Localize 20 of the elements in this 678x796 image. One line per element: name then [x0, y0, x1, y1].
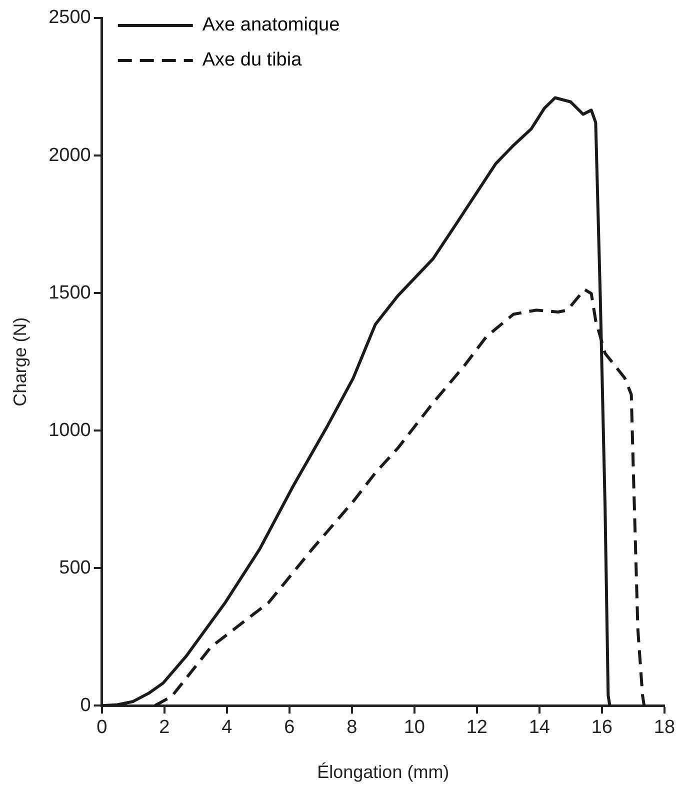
x-tick-label: 16 — [591, 717, 612, 738]
x-tick-label: 8 — [346, 717, 358, 738]
y-tick-label: 0 — [80, 694, 91, 716]
x-tick-label: 0 — [96, 717, 108, 738]
x-tick-label: 18 — [654, 717, 676, 738]
y-tick-label: 1500 — [48, 282, 91, 304]
y-tick-label: 1000 — [48, 420, 91, 441]
y-tick-label: 2000 — [48, 144, 91, 166]
legend-label: Axe du tibia — [202, 50, 302, 71]
x-tick-label: 10 — [404, 717, 425, 738]
y-tick-label: 500 — [59, 557, 91, 578]
x-tick-label: 2 — [159, 717, 170, 738]
x-axis-title: Élongation (mm) — [317, 762, 450, 782]
x-tick-label: 6 — [284, 717, 295, 738]
y-axis-title: Charge (N) — [10, 317, 30, 406]
x-tick-label: 4 — [222, 717, 233, 738]
x-tick-label: 12 — [466, 717, 488, 738]
x-tick-label: 14 — [528, 717, 550, 738]
y-tick-label: 2500 — [48, 7, 91, 28]
legend-label: Axe anatomique — [202, 14, 340, 36]
